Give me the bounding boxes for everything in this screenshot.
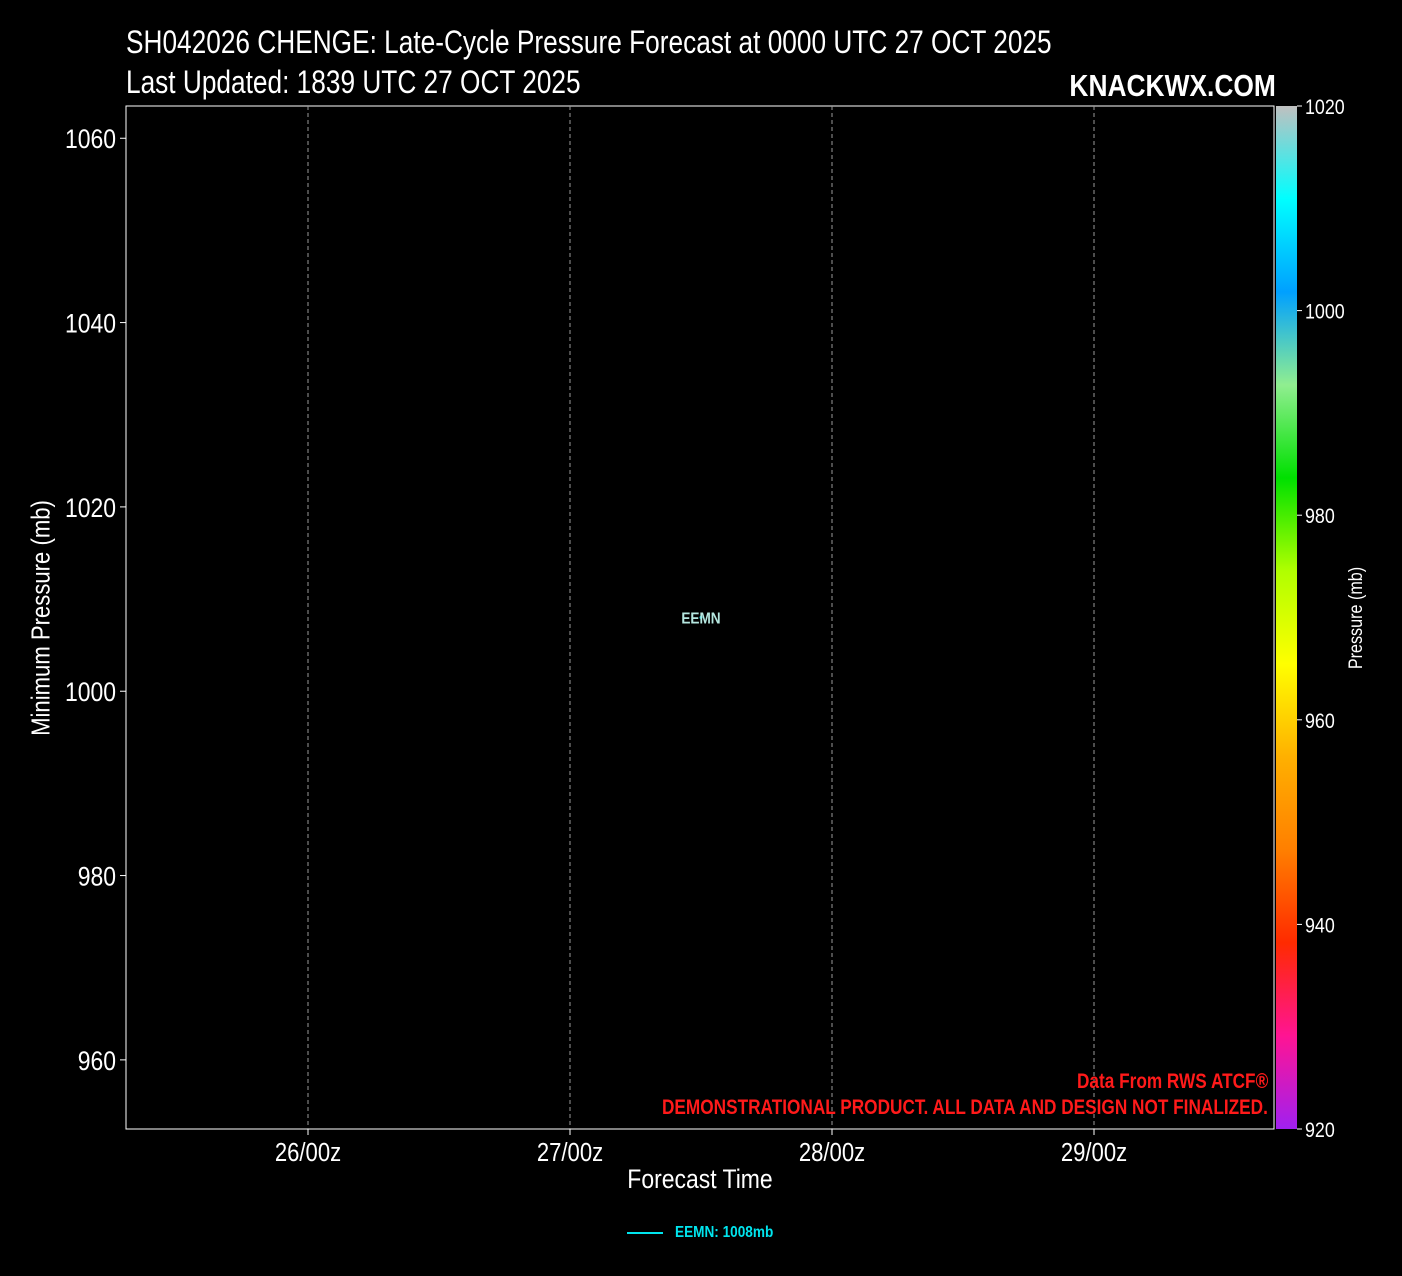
brand-logo[interactable]: KNACKWX.COM [1069,68,1276,103]
y-tick-label: 1020 [65,493,116,523]
colorbar-label: Pressure (mb) [1346,566,1367,670]
y-tick-label: 1000 [65,678,116,708]
colorbar-tick-label: 960 [1305,709,1335,733]
data-point [699,616,703,619]
data-source-note: Data From RWS ATCF® [1076,1070,1268,1093]
y-tick-label: 980 [78,862,116,892]
y-axis-label: Minimum Pressure (mb) [25,500,56,736]
colorbar-tick-label: 1020 [1305,96,1345,120]
legend: EEMN: 1008mb [627,1222,791,1244]
y-tick-label: 1060 [65,125,116,155]
x-tick-label: 29/00z [1061,1138,1127,1167]
colorbar-tick-label: 1000 [1305,300,1345,324]
chart-title: SH042026 CHENGE: Late-Cycle Pressure For… [126,24,1052,60]
disclaimer-note: DEMONSTRATIONAL PRODUCT. ALL DATA AND DE… [662,1096,1268,1119]
legend-entry: EEMN: 1008mb [675,1224,774,1241]
colorbar-tick-label: 980 [1305,505,1335,529]
series-label: EEMN [681,611,720,628]
x-tick-label: 26/00z [275,1138,341,1167]
x-axis-label: Forecast Time [627,1164,773,1194]
colorbar-tick-label: 920 [1305,1119,1335,1143]
colorbar [1276,106,1297,1129]
x-tick-label: 28/00z [799,1138,865,1167]
x-tick-label: 27/00z [537,1138,603,1167]
colorbar-tick-label: 940 [1305,914,1335,938]
chart-subtitle: Last Updated: 1839 UTC 27 OCT 2025 [126,64,581,100]
legend-swatch [627,1232,663,1234]
y-tick-label: 1040 [65,309,116,339]
y-tick-label: 960 [78,1046,116,1076]
